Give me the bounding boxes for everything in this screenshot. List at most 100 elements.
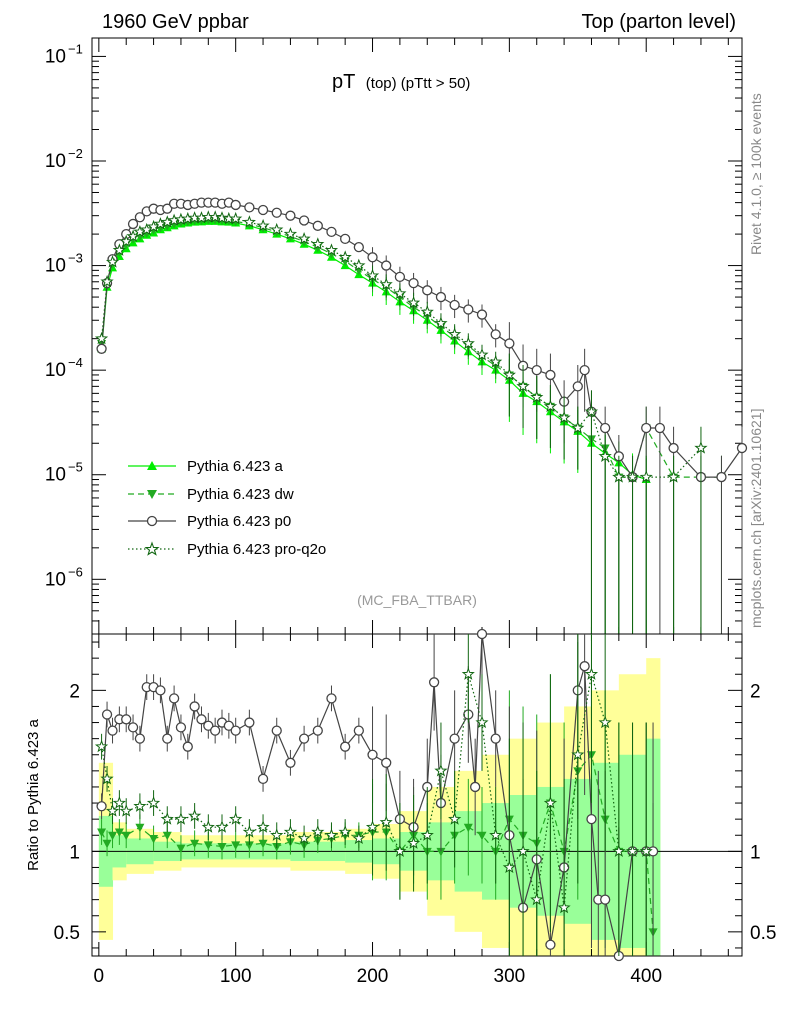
- y-tick-exponent: −5: [68, 460, 83, 475]
- data-point: [297, 831, 311, 845]
- data-point: [394, 271, 406, 283]
- data-point: [182, 741, 193, 752]
- data-point: [121, 714, 132, 725]
- data-point: [600, 422, 611, 434]
- data-point: [434, 763, 448, 777]
- data-point: [449, 299, 460, 311]
- data-point: [208, 210, 222, 223]
- data-point: [502, 860, 516, 874]
- data-point: [114, 828, 124, 838]
- star-marker-icon: [144, 541, 160, 556]
- data-point: [572, 381, 583, 392]
- data-point: [516, 844, 530, 858]
- data-point: [584, 667, 599, 680]
- data-point: [102, 839, 112, 849]
- legend-label-a: Pythia 6.423 a: [187, 458, 284, 475]
- data-point: [283, 825, 298, 838]
- circle-marker-icon: [146, 515, 158, 527]
- data-point: [119, 804, 133, 817]
- series-3: [94, 210, 708, 634]
- data-point: [584, 404, 599, 418]
- data-point: [229, 812, 243, 825]
- series-line: [101, 216, 702, 478]
- legend-label-q2o: Pythia 6.423 pro-q2o: [187, 541, 326, 558]
- data-point: [379, 815, 393, 828]
- y-tick-label: 10: [45, 46, 66, 67]
- data-point: [112, 243, 126, 256]
- data-point: [215, 820, 229, 833]
- legend: Pythia 6.423 a Pythia 6.423 dw Pythia 6.…: [128, 458, 326, 558]
- ratio-series-2: [94, 634, 653, 956]
- data-point: [393, 286, 407, 300]
- data-point: [140, 222, 154, 236]
- data-point: [256, 218, 270, 232]
- data-point: [516, 379, 530, 392]
- data-point: [436, 847, 446, 857]
- data-point: [406, 295, 421, 309]
- x-tick-label: 200: [357, 966, 389, 987]
- ratio-y-label-right: 1: [750, 842, 761, 863]
- data-point: [196, 714, 207, 725]
- data-point: [434, 316, 448, 329]
- data-point: [155, 685, 166, 696]
- data-point: [530, 390, 544, 403]
- data-point: [283, 227, 298, 240]
- data-point: [420, 305, 434, 318]
- data-point: [477, 831, 487, 841]
- main-title: pT (top) (pTtt > 50): [332, 71, 470, 93]
- data-point: [326, 693, 337, 704]
- x-tick-label: 0: [94, 966, 105, 987]
- data-point: [244, 717, 255, 728]
- main-axes: 10−110−210−310−410−510−6: [45, 38, 742, 635]
- data-point: [311, 237, 325, 250]
- data-point: [420, 828, 434, 841]
- legend-item-a: Pythia 6.423 a: [128, 458, 284, 475]
- data-point: [340, 741, 351, 752]
- ratio-line: [101, 633, 654, 957]
- ratio-ylabel: Ratio to Pythia 6.423 a: [25, 718, 42, 870]
- y-tick-exponent: −4: [68, 355, 83, 370]
- data-point: [312, 725, 323, 736]
- ratio-y-label: 2: [69, 681, 80, 702]
- data-point: [244, 202, 255, 213]
- x-tick-label: 400: [630, 966, 662, 987]
- data-point: [94, 331, 109, 345]
- data-point: [107, 725, 118, 736]
- y-tick-label: 10: [45, 151, 66, 172]
- data-point: [188, 808, 202, 822]
- data-point: [285, 757, 296, 768]
- ratio-band: [98, 658, 661, 956]
- y-tick-label: 10: [45, 256, 66, 277]
- y-tick-exponent: −6: [68, 564, 83, 579]
- data-point: [367, 749, 378, 760]
- data-point: [639, 844, 653, 857]
- data-point: [97, 828, 107, 838]
- data-point: [381, 260, 392, 271]
- data-point: [135, 823, 145, 833]
- y-tick-label: 10: [45, 360, 66, 381]
- legend-item-p0: Pythia 6.423 p0: [128, 513, 291, 530]
- data-point: [530, 892, 544, 906]
- data-point: [367, 252, 378, 263]
- ratio-frame: [91, 633, 743, 957]
- data-point: [210, 725, 221, 736]
- data-point: [101, 709, 113, 720]
- data-point: [127, 722, 139, 733]
- data-point: [579, 661, 590, 672]
- ratio-panel: 0.5 0.5 1 1 2 2 0 100 200 300 400 Ratio to Pythia …: [25, 628, 776, 987]
- data-point: [422, 285, 433, 296]
- data-point: [285, 210, 296, 221]
- data-point: [489, 828, 503, 841]
- data-point: [641, 422, 652, 434]
- data-point: [271, 725, 282, 736]
- data-point: [489, 354, 503, 368]
- data-point: [270, 828, 284, 841]
- data-point: [612, 470, 626, 483]
- main-panel: pT (top) (pTtt > 50) (MC_FBA_TTBAR) 10 −1…: [45, 37, 748, 635]
- data-point: [298, 733, 310, 744]
- data-point: [353, 725, 364, 736]
- data-point: [242, 215, 256, 228]
- data-point: [160, 812, 174, 825]
- data-point: [716, 471, 727, 483]
